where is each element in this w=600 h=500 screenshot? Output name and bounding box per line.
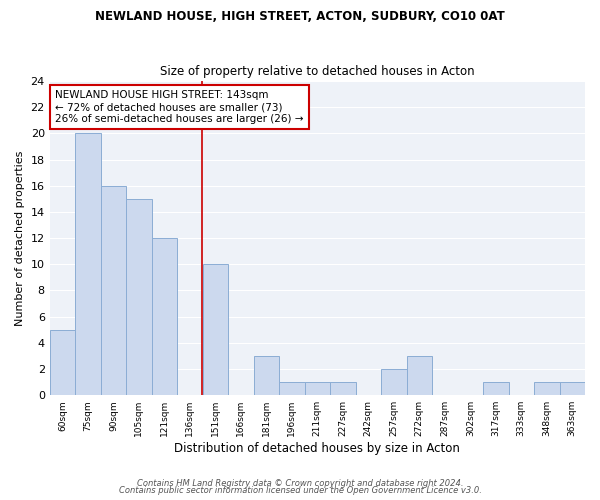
Bar xyxy=(152,238,177,395)
Bar xyxy=(330,382,356,395)
Text: NEWLAND HOUSE HIGH STREET: 143sqm
← 72% of detached houses are smaller (73)
26% : NEWLAND HOUSE HIGH STREET: 143sqm ← 72% … xyxy=(55,90,304,124)
Bar xyxy=(50,330,75,395)
Y-axis label: Number of detached properties: Number of detached properties xyxy=(15,150,25,326)
Bar xyxy=(254,356,279,395)
X-axis label: Distribution of detached houses by size in Acton: Distribution of detached houses by size … xyxy=(175,442,460,455)
Text: Contains HM Land Registry data © Crown copyright and database right 2024.: Contains HM Land Registry data © Crown c… xyxy=(137,478,463,488)
Bar xyxy=(560,382,585,395)
Bar xyxy=(203,264,228,395)
Title: Size of property relative to detached houses in Acton: Size of property relative to detached ho… xyxy=(160,66,475,78)
Bar xyxy=(101,186,126,395)
Text: Contains public sector information licensed under the Open Government Licence v3: Contains public sector information licen… xyxy=(119,486,481,495)
Bar xyxy=(279,382,305,395)
Bar xyxy=(305,382,330,395)
Text: NEWLAND HOUSE, HIGH STREET, ACTON, SUDBURY, CO10 0AT: NEWLAND HOUSE, HIGH STREET, ACTON, SUDBU… xyxy=(95,10,505,23)
Bar xyxy=(534,382,560,395)
Bar xyxy=(381,369,407,395)
Bar xyxy=(126,199,152,395)
Bar xyxy=(407,356,432,395)
Bar xyxy=(75,134,101,395)
Bar xyxy=(483,382,509,395)
